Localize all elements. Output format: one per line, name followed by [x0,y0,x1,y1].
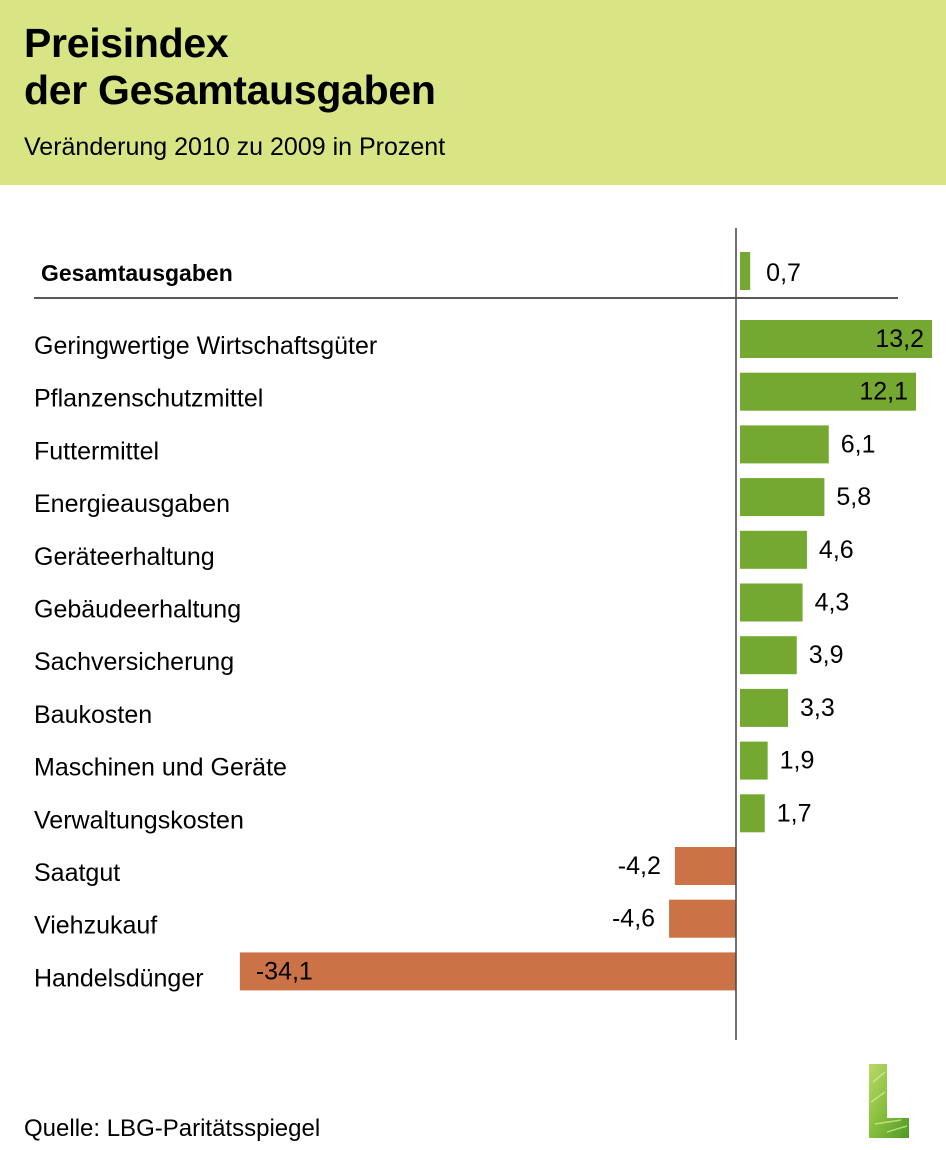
category-label: Energieausgaben [34,490,230,518]
value-label: 1,7 [777,799,812,827]
lbg-logo-icon [869,1064,909,1138]
bar-total [740,252,751,290]
category-label: Geräteerhaltung [34,543,215,571]
category-label: Sachversicherung [34,648,234,676]
bars-layer: Gesamtausgaben 0,7 Geringwertige Wirtschaf… [34,252,933,992]
chart-subtitle: Veränderung 2010 zu 2009 in Prozent [24,133,446,161]
category-label: Saatgut [34,859,120,887]
category-label: Futtermittel [34,437,159,465]
bar-0 [740,320,933,358]
bar-5 [740,583,803,622]
bar-chart: Gesamtausgaben 0,7 Geringwertige Wirtschaf… [34,228,933,1040]
value-label: -4,2 [618,852,661,880]
bar-6 [740,636,797,675]
value-label: 4,6 [819,536,854,564]
title-line-1: Preisindex [24,20,229,66]
chart-title: Preisindex der Gesamtausgaben [24,20,436,114]
bar-8 [740,741,768,780]
source-note: Quelle: LBG-Paritätsspiegel [24,1115,321,1142]
bar-12 [239,952,736,991]
bar-9 [740,794,765,833]
category-label: Gebäudeerhaltung [34,596,241,624]
category-label: Verwaltungskosten [34,806,244,834]
category-label: Handelsdünger [34,964,204,992]
category-label-total: Gesamtausgaben [41,260,233,286]
bar-2 [740,425,829,464]
value-label: 12,1 [859,378,908,406]
category-label: Pflanzenschutzmittel [34,385,263,413]
bar-4 [740,530,807,569]
value-label: 3,3 [800,694,835,722]
category-label: Viehzukauf [34,912,157,940]
category-label: Geringwertige Wirtschaftsgüter [34,332,377,360]
category-label: Maschinen und Geräte [34,754,287,782]
bar-10 [674,847,736,885]
bar-1 [740,372,917,411]
value-label: 5,8 [836,483,871,511]
value-label: 3,9 [809,641,844,669]
bar-11 [669,899,736,938]
value-label: -4,6 [612,905,655,933]
bar-3 [740,478,825,517]
value-label-total: 0,7 [766,259,801,287]
value-label: 6,1 [841,430,876,458]
header-band: Preisindex der Gesamtausgaben Veränderun… [0,0,946,185]
value-label: -34,1 [256,957,313,985]
category-label: Baukosten [34,701,152,729]
value-label: 4,3 [815,589,850,617]
bar-7 [740,688,789,727]
value-label: 13,2 [875,325,924,353]
value-label: 1,9 [780,747,815,775]
title-line-2: der Gesamtausgaben [24,67,436,113]
